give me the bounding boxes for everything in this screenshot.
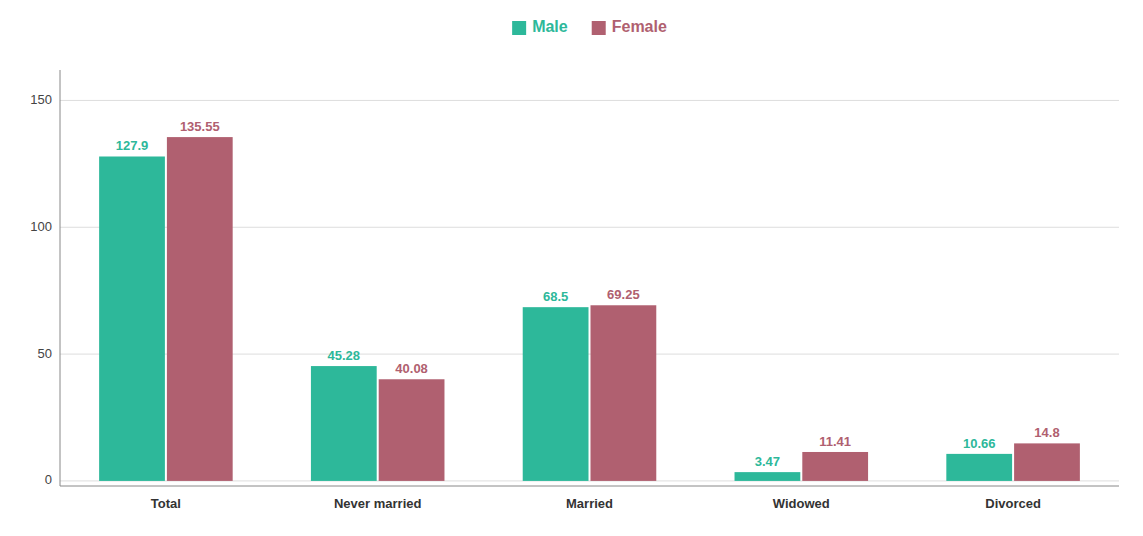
data-label: 45.28 <box>328 348 361 363</box>
x-tick-label: Divorced <box>985 496 1041 511</box>
x-tick-label: Total <box>151 496 181 511</box>
bar <box>946 454 1012 481</box>
y-tick-label: 150 <box>30 92 52 107</box>
bar <box>1014 443 1080 481</box>
legend-swatch <box>512 21 526 35</box>
x-tick-label: Widowed <box>773 496 830 511</box>
y-axis-line <box>60 70 61 486</box>
grid-line <box>60 100 1119 101</box>
bar <box>802 452 868 481</box>
legend-label: Female <box>612 18 667 35</box>
data-label: 14.8 <box>1034 425 1059 440</box>
data-label: 127.9 <box>116 138 149 153</box>
grid <box>60 100 1119 480</box>
data-label: 11.41 <box>819 434 851 449</box>
chart-svg: 0 50 100 150 127.9 45.28 68.5 3.47 10.66 135.55 40… <box>0 0 1143 536</box>
y-tick-label: 50 <box>38 346 52 361</box>
bar <box>379 379 445 481</box>
bar <box>311 366 377 481</box>
bar <box>523 307 589 481</box>
data-label: 69.25 <box>607 287 640 302</box>
chart-container: 0 50 100 150 127.9 45.28 68.5 3.47 10.66 135.55 40… <box>0 0 1143 536</box>
legend-swatch <box>592 21 606 35</box>
bar <box>167 137 233 481</box>
data-labels: 127.9 45.28 68.5 3.47 10.66 135.55 40.08 69.25 1… <box>116 119 1060 469</box>
legend-item: Female <box>592 18 667 35</box>
bars <box>99 137 1080 481</box>
data-label: 40.08 <box>395 361 428 376</box>
y-tick-label: 0 <box>45 472 52 487</box>
bar <box>591 305 657 481</box>
bar <box>735 472 801 481</box>
data-label: 135.55 <box>180 119 220 134</box>
x-axis-line <box>60 486 1119 487</box>
data-label: 10.66 <box>963 436 996 451</box>
bar <box>99 156 165 480</box>
y-tick-label: 100 <box>30 219 52 234</box>
legend-label: Male <box>532 18 568 35</box>
x-tick-label: Married <box>566 496 613 511</box>
x-tick-label: Never married <box>334 496 421 511</box>
legend-item: Male <box>512 18 568 35</box>
legend: Male Female <box>512 18 667 35</box>
data-label: 68.5 <box>543 289 568 304</box>
data-label: 3.47 <box>755 454 780 469</box>
